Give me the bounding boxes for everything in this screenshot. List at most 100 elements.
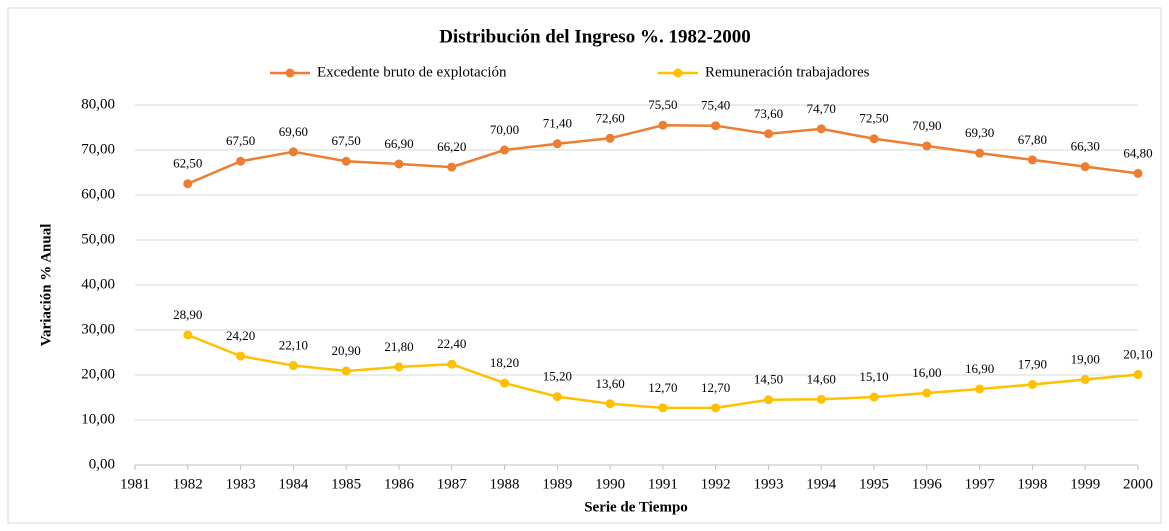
legend-marker (673, 68, 683, 78)
data-label: 24,20 (226, 328, 255, 343)
data-label: 17,90 (1018, 356, 1047, 371)
data-label: 72,60 (595, 110, 624, 125)
data-label: 67,50 (226, 133, 255, 148)
x-tick-label: 1984 (278, 476, 309, 492)
data-label: 28,90 (173, 307, 202, 322)
data-label: 13,60 (595, 376, 624, 391)
x-tick-label: 1992 (701, 476, 731, 492)
data-point (605, 133, 615, 143)
data-point (1133, 370, 1143, 380)
data-label: 15,20 (543, 369, 572, 384)
data-label: 69,30 (965, 125, 994, 140)
data-label: 18,20 (490, 355, 519, 370)
legend-marker (285, 68, 295, 78)
y-tick-label: 0,00 (89, 456, 115, 472)
x-tick-label: 1991 (648, 476, 678, 492)
data-point (658, 120, 668, 130)
data-label: 74,70 (807, 101, 836, 116)
y-tick-label: 20,00 (81, 366, 115, 382)
data-point (711, 403, 721, 413)
data-label: 20,10 (1123, 347, 1152, 362)
data-label: 66,90 (384, 136, 413, 151)
data-point (500, 378, 510, 388)
data-label: 15,10 (859, 369, 888, 384)
chart-border (7, 7, 1162, 524)
x-tick-label: 1997 (965, 476, 996, 492)
x-tick-label: 1989 (542, 476, 572, 492)
y-tick-label: 60,00 (81, 186, 115, 202)
data-point (236, 351, 246, 361)
data-label: 22,40 (437, 336, 466, 351)
x-tick-label: 1982 (173, 476, 203, 492)
data-point (711, 121, 721, 131)
y-tick-label: 50,00 (81, 231, 115, 247)
data-point (288, 147, 298, 157)
data-point (869, 392, 879, 402)
x-tick-label: 1985 (331, 476, 361, 492)
data-label: 14,60 (807, 371, 836, 386)
data-point (816, 124, 826, 134)
x-tick-label: 1998 (1017, 476, 1047, 492)
x-tick-label: 1993 (753, 476, 783, 492)
data-point (500, 145, 510, 155)
data-point (394, 362, 404, 372)
data-label: 67,80 (1018, 132, 1047, 147)
legend-label: Excedente bruto de explotación (317, 64, 507, 80)
data-point (869, 134, 879, 144)
x-axis-label: Serie de Tiempo (584, 499, 688, 515)
data-point (447, 359, 457, 369)
data-point (816, 394, 826, 404)
x-tick-label: 1983 (226, 476, 256, 492)
y-axis-label: Variación % Anual (38, 224, 54, 347)
data-point (763, 129, 773, 139)
data-label: 62,50 (173, 156, 202, 171)
data-label: 12,70 (648, 380, 677, 395)
x-tick-label: 1996 (912, 476, 943, 492)
y-tick-label: 10,00 (81, 411, 115, 427)
data-label: 69,60 (279, 124, 308, 139)
data-point (552, 139, 562, 149)
data-label: 71,40 (543, 116, 572, 131)
data-point (1133, 168, 1143, 178)
data-label: 72,50 (859, 111, 888, 126)
data-label: 66,30 (1071, 139, 1100, 154)
data-point (394, 159, 404, 169)
y-tick-label: 40,00 (81, 276, 115, 292)
data-label: 22,10 (279, 338, 308, 353)
data-point (552, 392, 562, 402)
data-label: 21,80 (384, 339, 413, 354)
data-point (922, 388, 932, 398)
data-point (922, 141, 932, 151)
y-tick-label: 30,00 (81, 321, 115, 337)
data-point (183, 330, 193, 340)
data-point (975, 384, 985, 394)
data-point (763, 395, 773, 405)
chart-title: Distribución del Ingreso %. 1982-2000 (439, 26, 751, 47)
data-point (236, 156, 246, 166)
data-label: 64,80 (1123, 145, 1152, 160)
data-label: 16,90 (965, 361, 994, 376)
data-label: 70,00 (490, 122, 519, 137)
data-label: 67,50 (332, 133, 361, 148)
x-tick-label: 1999 (1070, 476, 1100, 492)
x-tick-label: 1990 (595, 476, 625, 492)
x-tick-label: 1995 (859, 476, 889, 492)
data-label: 12,70 (701, 380, 730, 395)
data-point (447, 162, 457, 172)
data-point (341, 366, 351, 376)
data-label: 66,20 (437, 139, 466, 154)
y-tick-label: 80,00 (81, 96, 115, 112)
data-label: 19,00 (1071, 351, 1100, 366)
data-point (605, 399, 615, 409)
data-point (1080, 162, 1090, 172)
data-label: 75,40 (701, 98, 730, 113)
data-label: 14,50 (754, 372, 783, 387)
y-tick-label: 70,00 (81, 141, 115, 157)
x-tick-label: 2000 (1123, 476, 1153, 492)
x-tick-label: 1986 (384, 476, 415, 492)
legend-label: Remuneración trabajadores (705, 64, 870, 80)
data-point (1027, 379, 1037, 389)
x-tick-label: 1988 (490, 476, 520, 492)
data-label: 70,90 (912, 118, 941, 133)
